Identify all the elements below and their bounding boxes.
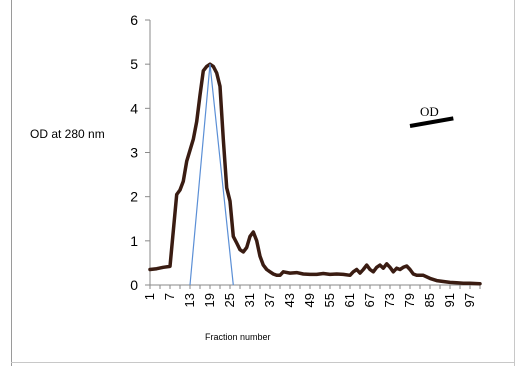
y-tick-label: 0 [130, 277, 138, 293]
x-tick-label: 79 [402, 293, 417, 307]
x-tick-label: 55 [322, 293, 337, 307]
x-tick-label: 1 [142, 293, 157, 300]
x-tick-label: 43 [282, 293, 297, 307]
fit-series-line [189, 64, 234, 286]
x-tick-label: 91 [442, 293, 457, 307]
x-tick-label: 19 [202, 293, 217, 307]
frame-border-left [11, 0, 12, 366]
y-tick-label: 1 [130, 233, 138, 249]
y-tick-label: 6 [130, 12, 138, 28]
x-tick-label: 67 [362, 293, 377, 307]
x-tick-label: 61 [342, 293, 357, 307]
x-axis-label: Fraction number [205, 332, 271, 342]
x-tick-label: 97 [462, 293, 477, 307]
x-tick-label: 85 [422, 293, 437, 307]
x-tick-label: 25 [222, 293, 237, 307]
y-axis-label: OD at 280 nm [30, 127, 105, 141]
y-tick-label: 2 [130, 189, 138, 205]
x-tick-label: 13 [182, 293, 197, 307]
legend: OD [409, 104, 470, 134]
x-tick-label: 49 [302, 293, 317, 307]
y-tick-label: 4 [130, 100, 138, 116]
frame-border-right [514, 0, 515, 366]
x-tick-label: 7 [162, 293, 177, 300]
od-series-line [148, 62, 482, 286]
frame-border-bottom [11, 362, 514, 363]
legend-label-od: OD [420, 104, 439, 119]
y-tick-label: 3 [130, 145, 138, 161]
x-tick-label: 31 [242, 293, 257, 307]
x-tick-label: 37 [262, 293, 277, 307]
x-tick-label: 73 [382, 293, 397, 307]
y-tick-label: 5 [130, 56, 138, 72]
